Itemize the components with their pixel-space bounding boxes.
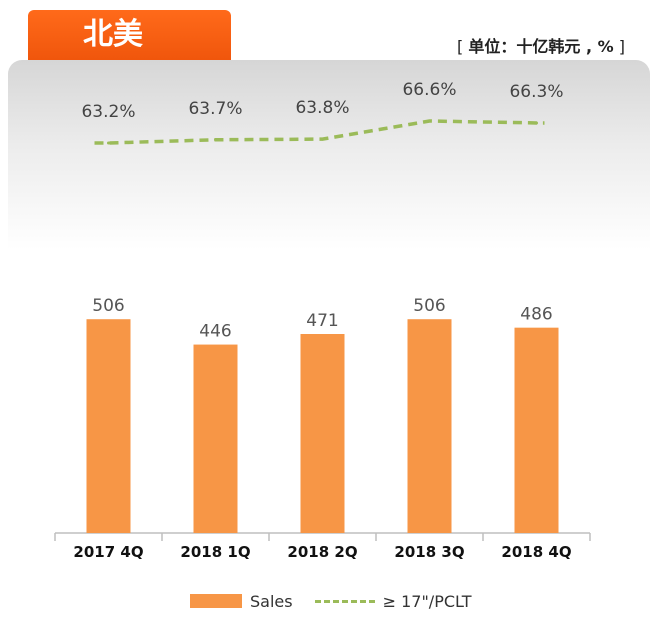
bar-label: 486 [520,305,552,325]
line-series [94,119,545,145]
bar-label: 506 [413,296,445,316]
bar-label: 506 [92,296,124,316]
line-point [428,119,431,123]
unit-bracket-open: [ [457,37,464,56]
legend-label-sales: Sales [250,591,293,611]
region-tab: 北美 [28,10,231,60]
sales-chart: 506 2017 4Q 446 2018 1Q 471 2018 2Q 506 2018 3Q… [54,80,591,561]
bar [407,319,452,533]
x-tick-label: 2018 4Q [501,543,571,561]
bar [193,344,238,533]
line-label: 63.7% [188,99,242,119]
line-point [107,141,110,145]
line-label: 63.2% [81,102,135,122]
unit-bracket-close: ] [618,37,625,56]
x-tick-label: 2018 1Q [180,543,250,561]
line-point [214,138,217,142]
legend-label-line: ≥ 17"/PCLT [382,591,472,611]
bar-label: 471 [306,311,338,331]
bar [300,334,345,533]
bar [86,319,131,533]
bar-label: 446 [199,322,231,342]
line-label: 63.8% [295,98,349,118]
line-point [535,121,538,125]
legend-swatch-line [314,599,375,603]
x-tick-label: 2017 4Q [73,543,143,561]
legend: Sales ≥ 17"/PCLT [190,590,472,612]
percentage-panel [8,60,650,250]
unit-text: 单位：十亿韩元 , % [468,37,614,56]
line-label: 66.6% [402,80,456,100]
x-tick-label: 2018 2Q [287,543,357,561]
x-tick-label: 2018 3Q [394,543,464,561]
line-label: 66.3% [509,82,563,102]
unit-label: [ 单位：十亿韩元 , % ] [457,33,625,57]
legend-swatch-sales [190,594,242,608]
bar [514,327,559,533]
line-point [321,137,324,141]
